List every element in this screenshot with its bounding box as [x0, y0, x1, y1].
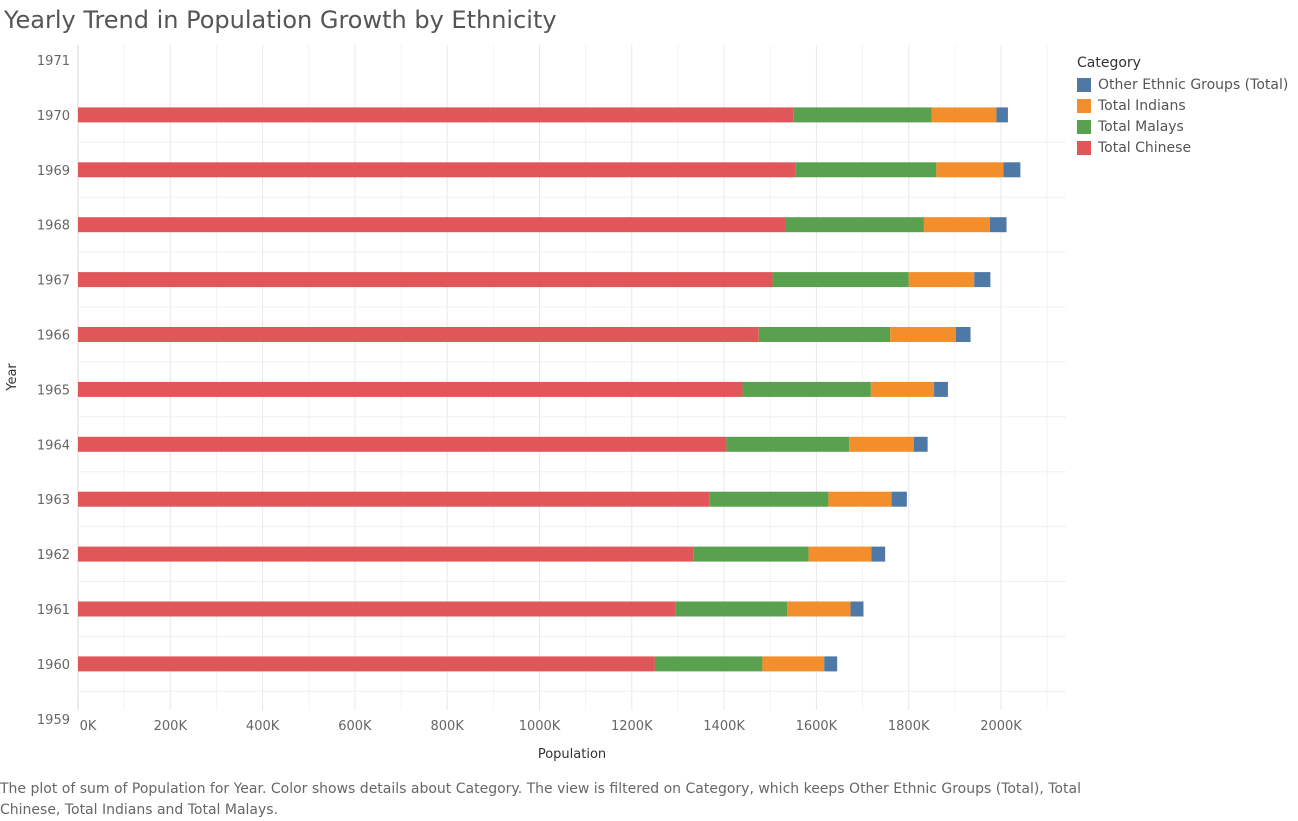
legend-swatch: [1077, 119, 1091, 134]
bar-segment[interactable]: [762, 656, 825, 672]
bar-segment[interactable]: [793, 107, 932, 123]
bar-segment[interactable]: [78, 217, 786, 233]
legend-title: Category: [1077, 55, 1141, 71]
x-tick-label: 1600K: [796, 719, 838, 734]
y-tick-label: 1963: [37, 493, 70, 508]
legend-label: Total Malays: [1098, 118, 1184, 135]
x-tick-label: 200K: [154, 719, 188, 734]
x-tick-label: 0K: [80, 719, 97, 734]
bar-segment[interactable]: [78, 272, 773, 288]
legend: Category Other Ethnic Groups (Total) Tota…: [1077, 55, 1288, 158]
legend-item[interactable]: Other Ethnic Groups (Total): [1077, 74, 1288, 95]
y-tick-label: 1971: [37, 54, 70, 69]
legend-swatch: [1077, 98, 1091, 113]
x-tick-label: 1200K: [611, 719, 653, 734]
bar-segment[interactable]: [913, 436, 928, 452]
bar-segment[interactable]: [871, 546, 886, 562]
bar-segment[interactable]: [936, 162, 1004, 178]
bar-segment[interactable]: [824, 656, 838, 672]
chart-caption: The plot of sum of Population for Year. …: [0, 781, 1081, 818]
bar-segment[interactable]: [78, 491, 710, 507]
bar-segment[interactable]: [78, 107, 794, 123]
x-tick-label: 2000K: [980, 719, 1022, 734]
x-tick-label: 600K: [338, 719, 372, 734]
bar-segment[interactable]: [989, 217, 1007, 233]
y-tick-label: 1959: [37, 713, 70, 728]
legend-item[interactable]: Total Indians: [1077, 95, 1288, 116]
legend-label: Total Indians: [1098, 97, 1186, 114]
bar-segment[interactable]: [974, 272, 991, 288]
bar-segment[interactable]: [78, 381, 743, 397]
bar-segment[interactable]: [1003, 162, 1021, 178]
bar-segment[interactable]: [78, 656, 655, 672]
legend-items: Other Ethnic Groups (Total) Total Indians…: [1077, 74, 1288, 158]
bar-segment[interactable]: [850, 601, 864, 617]
legend-label: Other Ethnic Groups (Total): [1098, 76, 1289, 93]
bar-segment[interactable]: [849, 436, 914, 452]
bar-segment[interactable]: [709, 491, 829, 507]
bar-segment[interactable]: [795, 162, 937, 178]
y-tick-label: 1960: [37, 658, 70, 673]
y-tick-label: 1962: [37, 548, 70, 563]
bar-segment[interactable]: [934, 381, 948, 397]
y-tick-label: 1968: [37, 219, 70, 234]
x-tick-label: 800K: [431, 719, 465, 734]
bar-segment[interactable]: [742, 381, 871, 397]
y-tick-label: 1970: [37, 109, 70, 124]
bar-segment[interactable]: [996, 107, 1008, 123]
bar-segment[interactable]: [785, 217, 924, 233]
y-tick-label: 1966: [37, 329, 70, 344]
bar-segment[interactable]: [955, 327, 971, 342]
y-tick-label: 1969: [37, 164, 70, 179]
bar-segment[interactable]: [654, 656, 763, 672]
bar-segment[interactable]: [675, 601, 788, 617]
x-tick-label: 1000K: [519, 719, 561, 734]
bar-segment[interactable]: [758, 327, 891, 342]
bar-segment[interactable]: [870, 381, 935, 397]
x-tick-label: 1400K: [703, 719, 745, 734]
bar-segment[interactable]: [78, 162, 796, 178]
bar-segment[interactable]: [78, 601, 676, 617]
legend-label: Total Chinese: [1098, 139, 1192, 156]
bar-segment[interactable]: [931, 107, 997, 123]
grid-layer: [77, 45, 1066, 710]
bar-segment[interactable]: [772, 272, 909, 288]
legend-item[interactable]: Total Malays: [1077, 116, 1288, 137]
y-tick-label: 1967: [37, 274, 70, 289]
bar-segment[interactable]: [78, 327, 759, 342]
x-tick-label: 1800K: [888, 719, 930, 734]
y-tick-label: 1964: [37, 438, 70, 453]
bar-segment[interactable]: [78, 436, 727, 452]
legend-swatch: [1077, 140, 1091, 155]
legend-item[interactable]: Total Chinese: [1077, 137, 1288, 158]
bar-segment[interactable]: [693, 546, 809, 562]
y-tick-label: 1965: [37, 383, 70, 398]
bar-segment[interactable]: [828, 491, 892, 507]
x-axis-title: Population: [538, 747, 606, 762]
bars-layer: [78, 107, 1021, 672]
x-tick-label: 400K: [246, 719, 280, 734]
x-axis: 0K 200K 400K 600K 800K 1000K 1200K 1400K 1600K 18…: [80, 719, 1023, 734]
bar-segment[interactable]: [787, 601, 851, 617]
y-axis-title: Year: [5, 363, 20, 392]
y-axis: 1971 1970 1969 1968 1967 1966 1965 1964 1963 1962…: [37, 54, 70, 728]
bar-segment[interactable]: [78, 546, 694, 562]
chart-title: Yearly Trend in Population Growth by Eth…: [4, 6, 557, 34]
bar-segment[interactable]: [891, 491, 907, 507]
bar-segment[interactable]: [908, 272, 975, 288]
bar-segment[interactable]: [808, 546, 872, 562]
bar-segment[interactable]: [923, 217, 990, 233]
y-tick-label: 1961: [37, 603, 70, 618]
bar-segment[interactable]: [890, 327, 956, 342]
legend-swatch: [1077, 77, 1091, 92]
bar-segment[interactable]: [726, 436, 850, 452]
